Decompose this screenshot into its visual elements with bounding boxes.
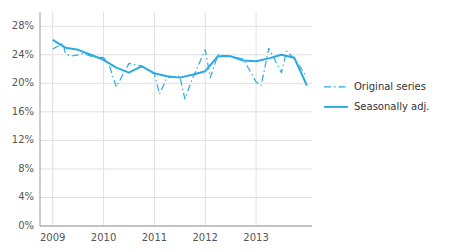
y-tick-label: 20%: [12, 77, 34, 88]
x-tick-label: 2011: [142, 232, 167, 243]
y-grid-line: [40, 197, 312, 198]
series-line: [53, 43, 307, 99]
y-axis-line: [40, 12, 41, 226]
y-tick-label: 12%: [12, 134, 34, 145]
legend-label: Original series: [354, 81, 426, 92]
y-tick-label: 16%: [12, 106, 34, 117]
y-grid-line: [40, 111, 312, 112]
y-tick-label: 24%: [12, 49, 34, 60]
y-tick-label: 8%: [18, 163, 34, 174]
grid: [40, 12, 312, 226]
x-grid-line: [256, 12, 257, 226]
y-tick-label: 28%: [12, 20, 34, 31]
legend-label: Seasonally adj.: [354, 101, 430, 112]
x-tick-label: 2013: [243, 232, 268, 243]
y-tick-label: 4%: [18, 191, 34, 202]
x-grid-line: [205, 12, 206, 226]
y-grid-line: [40, 54, 312, 55]
x-grid-line: [154, 12, 155, 226]
y-grid-line: [40, 226, 312, 227]
chart: 0% 4% 8% 12% 16% 20% 24% 28% 2009 2010 2011 2012 201…: [0, 0, 454, 252]
y-grid-line: [40, 140, 312, 141]
series-line: [53, 40, 307, 86]
x-tick-label: 2012: [193, 232, 218, 243]
x-tick-label: 2009: [40, 232, 65, 243]
y-tick-label: 0%: [18, 220, 34, 231]
y-grid-line: [40, 168, 312, 169]
y-grid-line: [40, 83, 312, 84]
legend-swatch: [324, 86, 348, 87]
x-grid-line: [52, 12, 53, 226]
x-axis-line: [40, 226, 312, 227]
legend: Original series Seasonally adj.: [324, 81, 430, 112]
x-grid-line: [103, 12, 104, 226]
axes: 0% 4% 8% 12% 16% 20% 24% 28% 2009 2010 2011 2012 201…: [12, 12, 312, 243]
legend-swatch: [324, 106, 348, 108]
x-tick-label: 2010: [91, 232, 116, 243]
y-grid-line: [40, 26, 312, 27]
series-lines: [53, 40, 307, 99]
